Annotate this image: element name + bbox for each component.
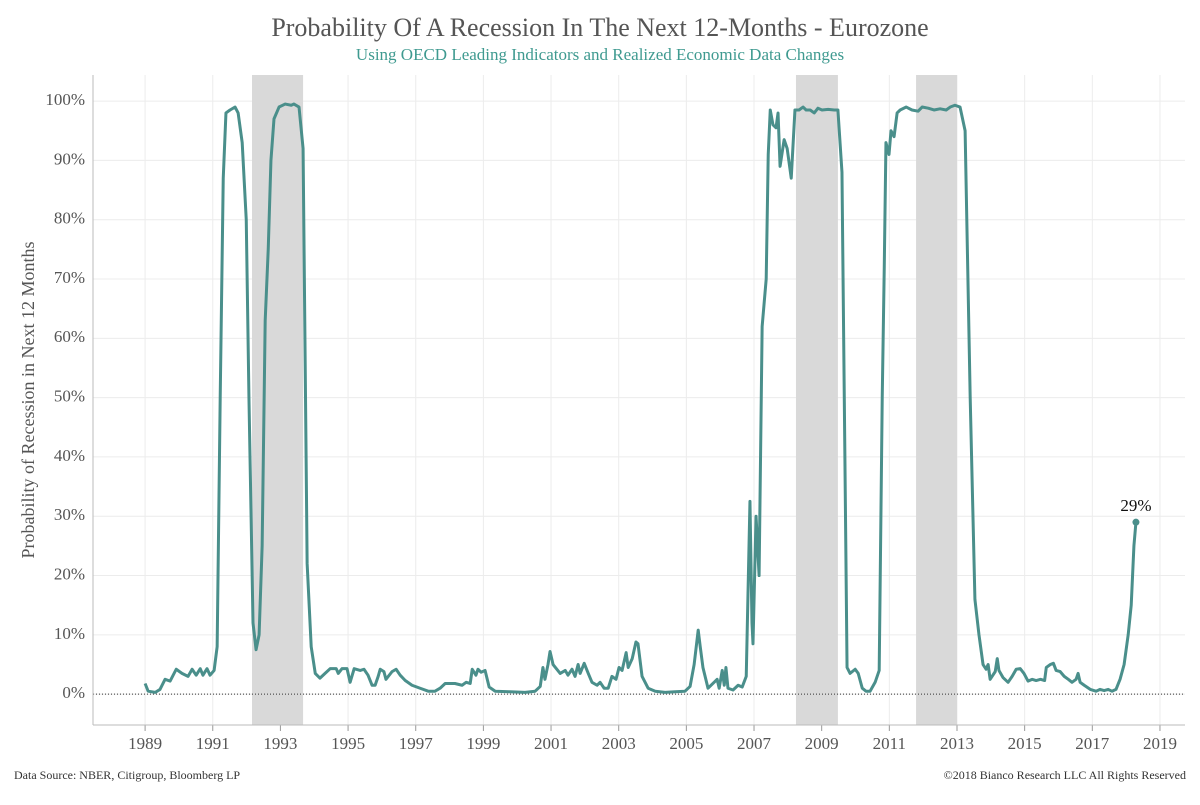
chart-subtitle: Using OECD Leading Indicators and Realiz…	[356, 45, 844, 64]
y-tick-label: 60%	[54, 327, 85, 346]
x-tick-label: 2005	[669, 734, 703, 753]
x-tick-label: 1989	[128, 734, 162, 753]
last-point	[1132, 518, 1140, 526]
x-tick-label: 2017	[1075, 734, 1110, 753]
annotation: 29%	[1120, 496, 1151, 515]
y-tick-label: 80%	[54, 209, 85, 228]
x-tick-label: 1993	[263, 734, 297, 753]
x-tick-label: 2011	[873, 734, 906, 753]
y-tick-label: 30%	[54, 505, 85, 524]
y-tick-label: 20%	[54, 564, 85, 583]
recession-band	[916, 75, 957, 725]
x-tick-label: 2015	[1008, 734, 1042, 753]
x-tick-label: 2003	[602, 734, 636, 753]
x-tick-label: 2013	[940, 734, 974, 753]
x-tick-label: 2019	[1143, 734, 1177, 753]
copyright-note: ©2018 Bianco Research LLC All Rights Res…	[944, 768, 1186, 782]
y-tick-label: 90%	[54, 149, 85, 168]
recession-band	[795, 75, 838, 725]
y-tick-label: 50%	[54, 387, 85, 406]
chart-title: Probability Of A Recession In The Next 1…	[271, 13, 928, 42]
x-tick-label: 1995	[331, 734, 365, 753]
x-tick-label: 2007	[737, 734, 772, 753]
source-note: Data Source: NBER, Citigroup, Bloomberg …	[14, 768, 240, 782]
y-tick-label: 40%	[54, 446, 85, 465]
y-tick-label: 70%	[54, 268, 85, 287]
y-tick-label: 0%	[62, 683, 85, 702]
series-line	[143, 102, 1138, 694]
x-tick-label: 1991	[196, 734, 230, 753]
x-tick-label: 2001	[534, 734, 568, 753]
x-tick-label: 2009	[805, 734, 839, 753]
x-tick-label: 1999	[466, 734, 500, 753]
y-tick-label: 100%	[45, 90, 85, 109]
y-axis-label: Probability of Recession in Next 12 Mont…	[18, 242, 38, 559]
x-tick-label: 1997	[399, 734, 434, 753]
y-tick-label: 10%	[54, 624, 85, 643]
